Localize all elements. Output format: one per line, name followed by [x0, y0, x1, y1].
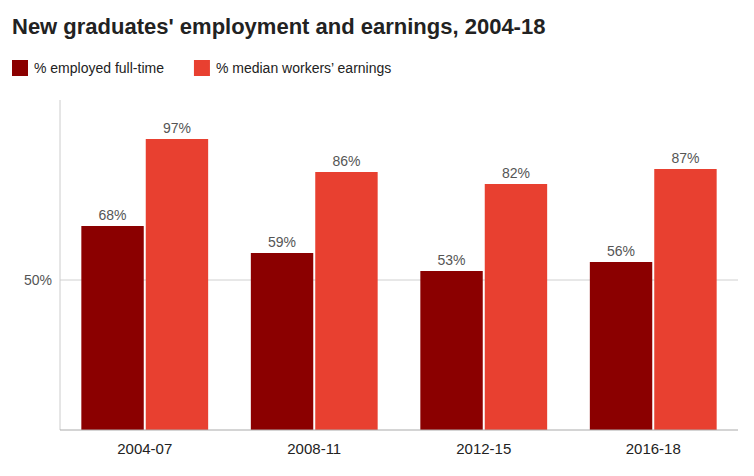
bar: [146, 139, 208, 430]
bar: [654, 169, 716, 430]
x-tick-label: 2008-11: [287, 440, 341, 457]
bar: [590, 262, 652, 430]
data-label: 86%: [332, 153, 360, 169]
bar: [251, 253, 313, 430]
x-tick-label: 2004-07: [117, 440, 172, 457]
x-tick-label: 2012-15: [456, 440, 511, 457]
legend: % employed full-time % median workers’ ea…: [12, 60, 391, 76]
y-tick-label: 50%: [24, 272, 52, 288]
data-label: 82%: [502, 165, 530, 181]
bar: [315, 172, 377, 430]
legend-label: % employed full-time: [34, 60, 164, 76]
x-tick-label: 2016-18: [626, 440, 681, 457]
data-label: 97%: [163, 120, 191, 136]
chart-svg: New graduates' employment and earnings, …: [0, 0, 754, 476]
x-axis-line: [60, 430, 738, 431]
chart-container: New graduates' employment and earnings, …: [0, 0, 754, 476]
data-label: 56%: [607, 243, 635, 259]
bar: [485, 184, 547, 430]
data-label: 59%: [268, 234, 296, 250]
data-labels: 68% 59% 53% 56% 97% 86% 82% 87%: [99, 120, 700, 268]
data-label: 68%: [99, 207, 127, 223]
bar: [420, 271, 482, 430]
bars: [81, 139, 716, 430]
y-axis-line: [60, 100, 61, 430]
data-label: 87%: [671, 150, 699, 166]
data-label: 53%: [438, 252, 466, 268]
legend-swatch: [12, 60, 28, 76]
title: New graduates' employment and earnings, …: [12, 14, 545, 39]
legend-swatch: [194, 60, 210, 76]
bar: [81, 226, 143, 430]
legend-label: % median workers’ earnings: [216, 60, 391, 76]
